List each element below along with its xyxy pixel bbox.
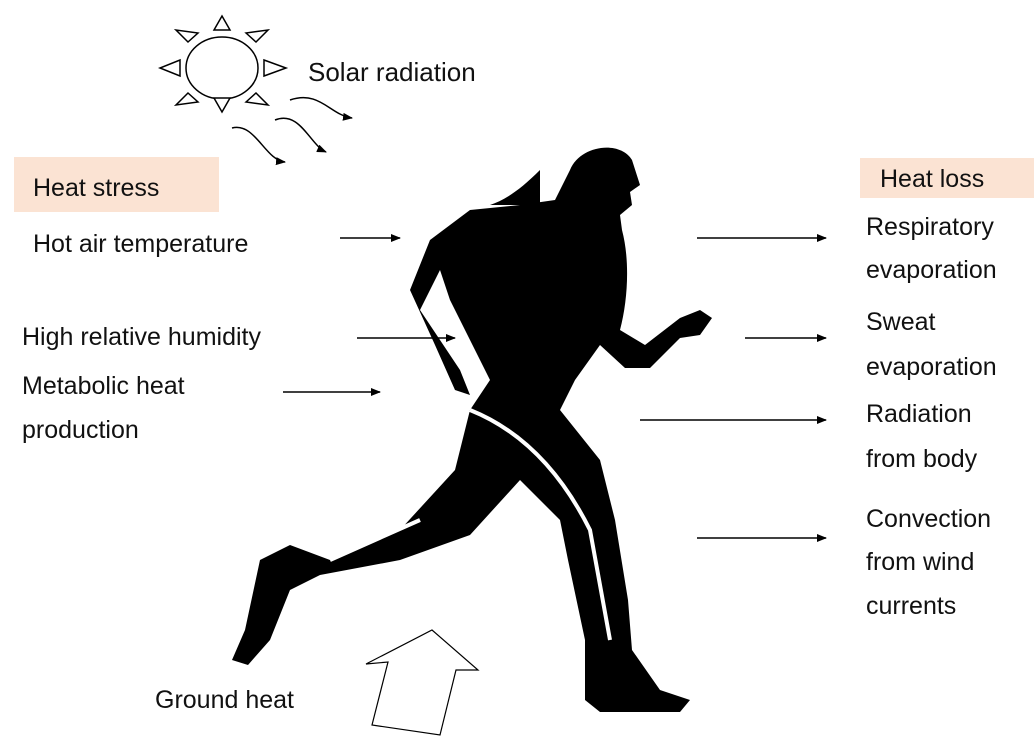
ground-label: Ground heat: [155, 686, 294, 714]
stress-item: production: [22, 416, 139, 444]
loss-item: Radiation: [866, 400, 972, 428]
sun: [157, 14, 289, 114]
loss-item: Respiratory: [866, 213, 994, 241]
stress-item: Hot air temperature: [33, 230, 249, 258]
loss-item: evaporation: [866, 256, 997, 284]
heat-stress-title: Heat stress: [33, 174, 160, 202]
stress-item: Metabolic heat: [22, 372, 185, 400]
stress-item: High relative humidity: [22, 323, 261, 351]
arrows: [283, 234, 827, 542]
loss-item: from body: [866, 445, 978, 473]
loss-item: Convection: [866, 505, 992, 533]
loss-item: evaporation: [866, 353, 997, 381]
loss-item: currents: [866, 592, 957, 620]
runner-highlights: [329, 408, 612, 641]
loss-item: Sweat: [866, 308, 936, 336]
ground-arrow: [365, 629, 480, 736]
solar-label: Solar radiation: [308, 57, 476, 87]
runner: [232, 147, 712, 712]
sun-rays: [231, 97, 353, 166]
heat-loss-title: Heat loss: [880, 165, 985, 193]
loss-item: from wind: [866, 548, 975, 576]
heat-loss-box: [860, 158, 1034, 198]
heat-stress-box: [14, 157, 219, 212]
